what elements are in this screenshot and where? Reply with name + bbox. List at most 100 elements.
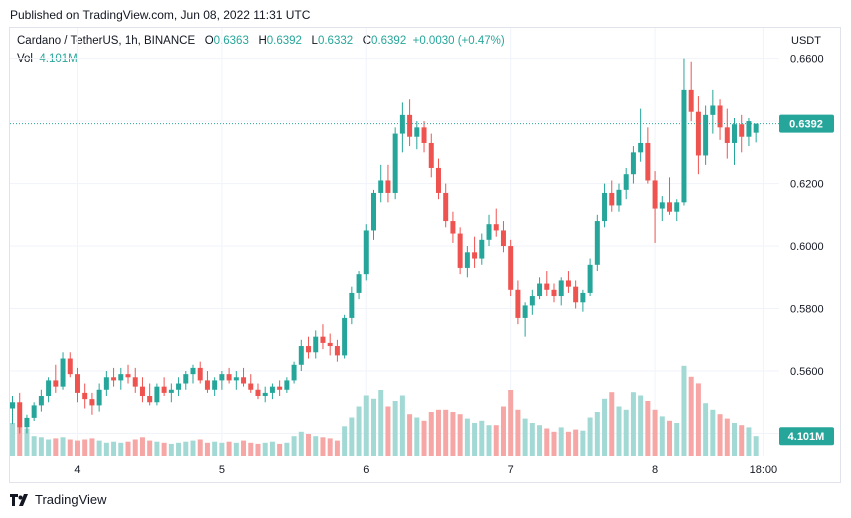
volume-bar: [645, 401, 651, 456]
x-tick-label: 5: [219, 464, 225, 476]
volume-bar: [154, 441, 160, 456]
volume-bar: [74, 440, 80, 456]
x-tick-label: 18:00: [750, 464, 778, 476]
volume-bar: [313, 436, 319, 456]
candle-body: [703, 114, 709, 156]
candle-body: [486, 224, 492, 240]
candle-body: [753, 123, 759, 133]
candle-body: [659, 202, 665, 209]
open-label: O: [204, 35, 214, 47]
volume-bar: [565, 431, 571, 456]
candle-body: [558, 280, 564, 297]
candle-body: [74, 374, 80, 393]
volume-bar: [96, 440, 102, 456]
candle-body: [602, 192, 608, 222]
candle-body: [161, 386, 167, 393]
volume-bar: [753, 436, 759, 456]
candle-body: [139, 386, 145, 397]
volume-bar: [125, 441, 131, 456]
chart-frame: [9, 27, 841, 483]
volume-bar: [298, 431, 304, 456]
candlesticks: [10, 58, 759, 434]
candle-body: [277, 386, 283, 390]
x-tick-label: 8: [652, 464, 658, 476]
close-label: C: [362, 35, 372, 47]
candle-body: [176, 383, 182, 390]
volume-bar: [551, 431, 557, 456]
volume-bar: [190, 440, 196, 456]
volume-bar: [197, 439, 203, 456]
currency-label: USDT: [791, 35, 821, 47]
candle-body: [457, 233, 463, 268]
volume-bar: [537, 425, 543, 456]
volume-bar: [46, 439, 52, 456]
symbol-label[interactable]: Cardano / TetherUS, 1h, BINANCE: [17, 35, 196, 47]
footer-brand[interactable]: TradingView: [35, 492, 107, 507]
candle-body: [739, 124, 745, 137]
candle-body: [269, 386, 275, 393]
volume-bar: [161, 442, 167, 456]
candle-body: [500, 230, 506, 247]
volume-bar: [638, 395, 644, 456]
candle-body: [262, 392, 268, 397]
y-tick-label: 0.6000: [790, 241, 824, 253]
candle-body: [226, 374, 232, 381]
candle-body: [320, 336, 326, 343]
volume-bar: [233, 442, 239, 456]
volume-bar: [176, 442, 182, 456]
y-tick-label: 0.5600: [790, 366, 824, 378]
volume-bars: [10, 365, 759, 456]
candle-body: [580, 292, 586, 303]
volume-bar: [82, 439, 88, 456]
candle-body: [681, 89, 687, 203]
volume-bar: [508, 390, 514, 456]
candle-body: [356, 274, 362, 293]
volume-bar: [587, 417, 593, 456]
volume-bar: [291, 436, 297, 456]
candle-body: [652, 180, 658, 209]
candle-body: [349, 292, 355, 318]
volume-bar: [320, 437, 326, 456]
volume-bar: [262, 442, 268, 456]
candle-body: [493, 224, 499, 231]
candle-body: [342, 317, 348, 356]
candle-body: [31, 405, 37, 418]
candle-body: [60, 358, 66, 387]
volume-bar: [659, 416, 665, 456]
candle-body: [241, 377, 247, 384]
volume-bar: [168, 443, 174, 456]
volume-bar: [371, 398, 376, 456]
candle-body: [204, 380, 210, 390]
volume-bar: [580, 430, 586, 456]
volume-bar: [226, 441, 232, 456]
candle-body: [298, 346, 304, 365]
volume-bar: [414, 417, 420, 456]
tradingview-logo-icon[interactable]: [10, 493, 30, 506]
volume-bar: [212, 441, 218, 456]
volume-bar: [392, 401, 398, 456]
candle-body: [674, 202, 680, 212]
volume-bar: [269, 441, 275, 456]
candle-body: [464, 252, 470, 268]
candle-body: [147, 396, 153, 403]
candle-body: [594, 221, 600, 265]
candle-body: [515, 289, 521, 318]
candle-body: [378, 180, 384, 193]
volume-bar: [38, 437, 44, 456]
volume-bar: [464, 418, 470, 456]
candle-body: [313, 336, 319, 353]
volume-bar: [717, 414, 723, 456]
volume-bar: [522, 418, 528, 456]
volume-bar: [674, 423, 680, 456]
candle-body: [450, 221, 456, 234]
volume-bar: [103, 442, 109, 456]
candle-body: [103, 377, 109, 390]
volume-bar: [594, 412, 600, 456]
last-price-badge-text: 0.6392: [789, 119, 823, 131]
candle-body: [248, 383, 254, 390]
volume-bar: [385, 406, 391, 456]
volume-bar: [558, 427, 564, 456]
y-tick-label: 0.6600: [790, 54, 824, 66]
candle-body: [630, 152, 636, 175]
